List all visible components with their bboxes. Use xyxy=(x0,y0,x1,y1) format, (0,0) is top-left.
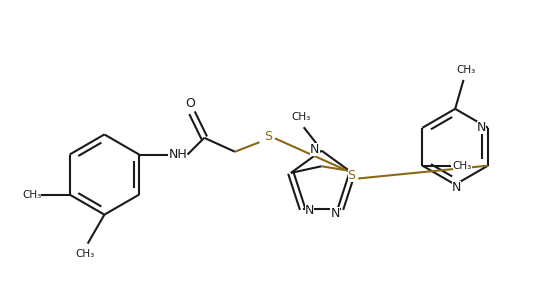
Text: CH₃: CH₃ xyxy=(456,65,476,75)
Text: S: S xyxy=(264,130,271,143)
Text: S: S xyxy=(347,169,356,182)
Text: CH₃: CH₃ xyxy=(292,112,311,122)
Text: NH: NH xyxy=(169,148,187,161)
Text: CH₃: CH₃ xyxy=(453,161,472,171)
Text: CH₃: CH₃ xyxy=(22,190,42,200)
Text: CH₃: CH₃ xyxy=(75,249,95,259)
Text: N: N xyxy=(310,143,320,156)
Text: N: N xyxy=(452,181,461,194)
Text: N: N xyxy=(476,121,486,134)
Text: O: O xyxy=(186,97,195,110)
Text: N: N xyxy=(330,207,340,220)
Text: N: N xyxy=(305,204,314,217)
